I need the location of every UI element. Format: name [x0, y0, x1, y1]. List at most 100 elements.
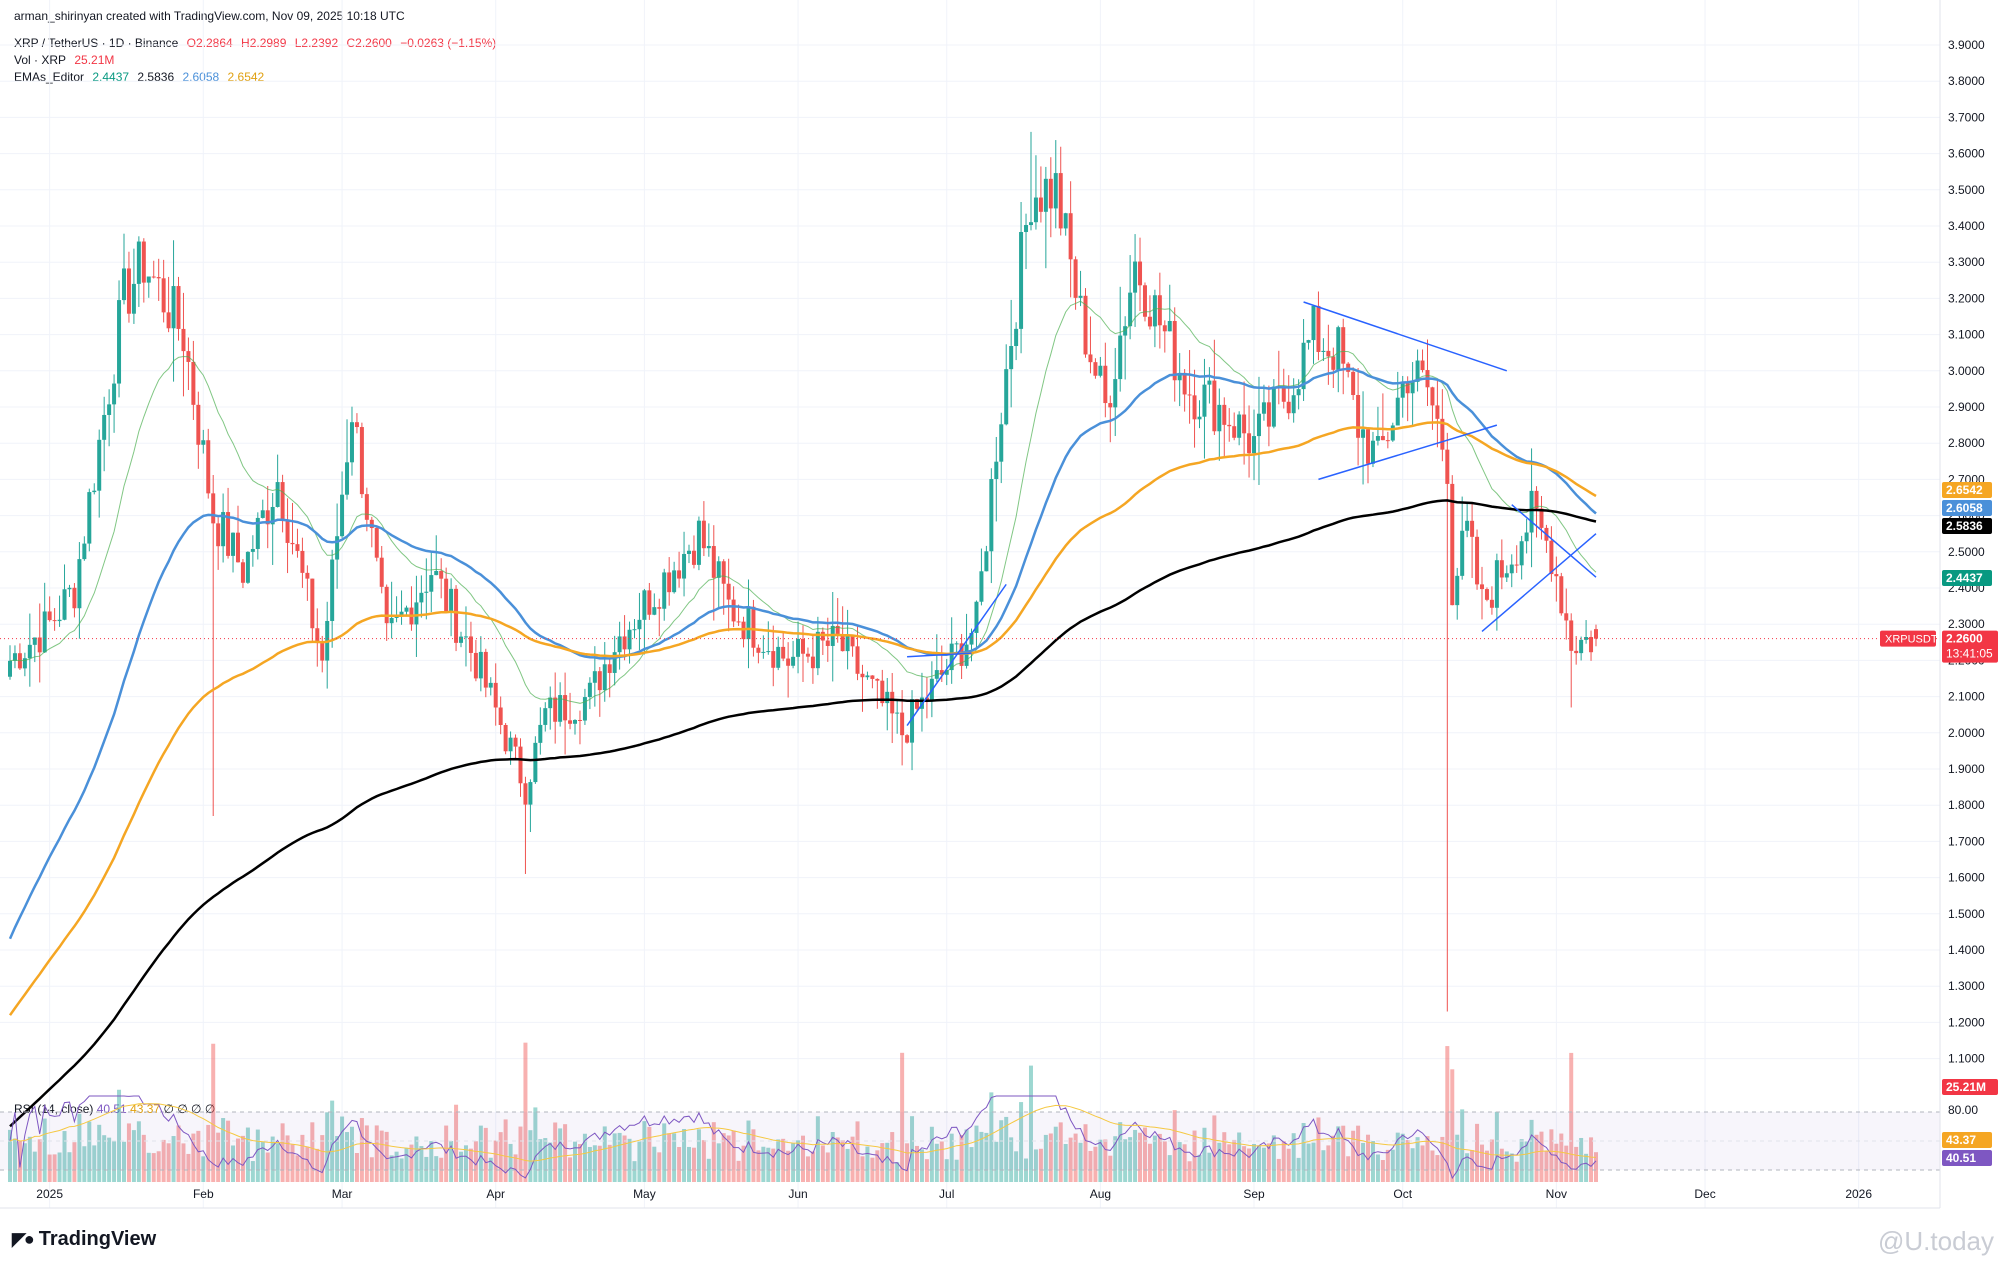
volume-bar	[1306, 1143, 1311, 1182]
candle-body	[1182, 372, 1187, 395]
price-axis-label: 3.1000	[1948, 328, 1985, 342]
volume-bar	[875, 1150, 880, 1182]
candle-body	[1465, 520, 1470, 531]
volume-bar	[999, 1120, 1004, 1182]
candle-body	[1480, 584, 1485, 590]
volume-bar	[1088, 1150, 1093, 1182]
volume-bar	[156, 1151, 161, 1182]
volume-bar	[1400, 1133, 1405, 1182]
candle-body	[1232, 426, 1237, 438]
candle-body	[235, 532, 240, 563]
volume-bar	[389, 1155, 394, 1182]
volume-bar	[42, 1118, 47, 1182]
volume-bar	[325, 1112, 330, 1182]
candle-body	[1395, 397, 1400, 426]
candle-body	[364, 494, 369, 520]
volume-bar	[974, 1125, 979, 1182]
volume-bar	[280, 1123, 285, 1182]
volume-bar	[1157, 1133, 1162, 1182]
volume-bar	[810, 1151, 815, 1182]
trendline	[1511, 504, 1597, 578]
volume-bar	[905, 1143, 910, 1182]
volume-bar	[1465, 1153, 1470, 1182]
candle-body	[1559, 576, 1564, 614]
volume-bar	[746, 1120, 751, 1182]
volume-bar	[632, 1161, 637, 1182]
volume-bar	[885, 1142, 890, 1182]
volume-bar	[260, 1142, 265, 1182]
price-badge-bg	[1942, 500, 1992, 516]
time-axis-label: Nov	[1546, 1187, 1567, 1201]
candle-body	[1202, 384, 1207, 417]
volume-bar	[523, 1042, 528, 1182]
candle-body	[533, 742, 538, 783]
volume-bar	[1212, 1115, 1217, 1182]
candle-body	[62, 589, 67, 620]
price-axis-label: 1.4000	[1948, 943, 1985, 957]
candle-body	[1033, 197, 1038, 223]
candle-body	[1113, 379, 1118, 408]
volume-label[interactable]: Vol · XRP	[14, 53, 67, 67]
volume-bar	[131, 1130, 136, 1182]
candle-body	[201, 440, 206, 445]
candle-body	[166, 312, 171, 329]
candle-body	[1147, 316, 1152, 327]
candle-body	[786, 658, 791, 666]
volume-bar	[1009, 1137, 1014, 1182]
candle-body	[468, 636, 473, 653]
candle-body	[1504, 573, 1509, 578]
candle-body	[895, 712, 900, 714]
volume-bar	[1152, 1135, 1157, 1182]
candle-body	[310, 578, 315, 629]
candle-body	[102, 414, 107, 440]
candle-body	[1063, 213, 1068, 229]
volume-bar	[528, 1130, 533, 1182]
rsi-signal-badge-bg	[1942, 1132, 1992, 1148]
candle-body	[434, 570, 439, 576]
rsi-value-badge-text: 40.51	[1946, 1151, 1976, 1165]
candle-body	[1252, 436, 1257, 454]
volume-bar	[1108, 1155, 1113, 1182]
volume-bar	[87, 1121, 92, 1182]
candle-body	[796, 638, 801, 657]
candle-body	[305, 572, 310, 579]
volume-bar	[72, 1142, 77, 1182]
volume-legend[interactable]: Vol · XRP 25.21M	[14, 53, 119, 67]
volume-bar	[771, 1148, 776, 1182]
volume-bar	[429, 1141, 434, 1182]
candle-body	[231, 532, 236, 556]
candle-body	[761, 651, 766, 653]
ema-legend[interactable]: EMAs_Editor 2.4437 2.5836 2.6058 2.6542	[14, 70, 269, 84]
candle-body	[835, 625, 840, 635]
candle-body	[597, 671, 602, 691]
symbol-title[interactable]: XRP / TetherUS · 1D · Binance	[14, 36, 179, 50]
symbol-legend[interactable]: XRP / TetherUS · 1D · Binance O2.2864 H2…	[14, 36, 501, 50]
volume-bar	[647, 1126, 652, 1182]
volume-bar	[1425, 1136, 1430, 1182]
volume-bar	[285, 1135, 290, 1182]
candle-body	[736, 621, 741, 623]
candle-body	[1028, 222, 1033, 226]
candle-body	[1207, 380, 1212, 385]
volume-bar	[146, 1152, 151, 1182]
volume-bar	[1291, 1133, 1296, 1182]
volume-bar	[860, 1156, 865, 1182]
volume-bar	[1182, 1144, 1187, 1182]
volume-bar	[587, 1146, 592, 1182]
tradingview-logo[interactable]: ◤● TradingView	[12, 1228, 156, 1251]
candle-body	[335, 536, 340, 560]
volume-bar	[1415, 1137, 1420, 1182]
price-badge-text: 2.6058	[1946, 501, 1983, 515]
candle-body	[1133, 261, 1138, 293]
ema-label[interactable]: EMAs_Editor	[14, 70, 85, 84]
candle-body	[136, 241, 141, 284]
time-axis-label: Apr	[486, 1187, 505, 1201]
candle-body	[528, 782, 533, 805]
candle-body	[999, 424, 1004, 462]
volume-bar	[845, 1148, 850, 1182]
candle-body	[657, 607, 662, 609]
volume-bar	[553, 1122, 558, 1182]
volume-bar	[1103, 1139, 1108, 1182]
time-axis-label: Aug	[1090, 1187, 1111, 1201]
